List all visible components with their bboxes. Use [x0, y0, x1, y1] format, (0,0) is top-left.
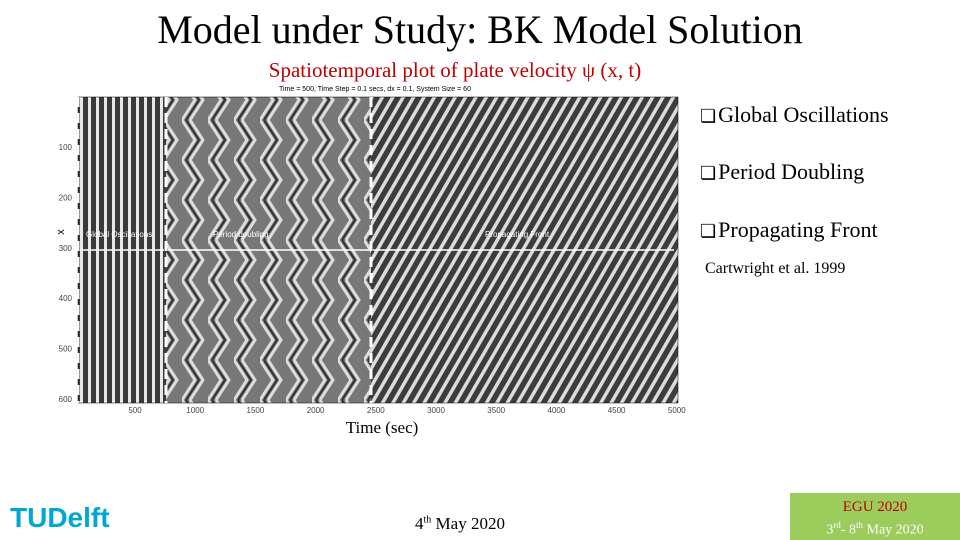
logo: TUDelft	[10, 502, 110, 533]
date-rest: May 2020	[431, 514, 505, 533]
badge-part: - 8	[840, 522, 856, 538]
subtitle: Spatiotemporal plot of plate velocity ψ …	[268, 58, 642, 82]
badge-part: May 2020	[863, 522, 924, 538]
badge-part: rd	[833, 520, 841, 530]
x-tick-label: 4500	[608, 406, 626, 415]
y-tick-label: 100	[59, 143, 73, 152]
x-tick-label: 1500	[247, 406, 265, 415]
x-label: Time (sec)	[346, 418, 419, 437]
x-tick-label: 3000	[427, 406, 445, 415]
date-suffix: th	[423, 514, 432, 526]
x-tick-label: 1000	[186, 406, 204, 415]
bullet: Global Oscillations	[700, 102, 888, 128]
x-tick-label: 4000	[548, 406, 566, 415]
plot-header: Time = 500, Time Step = 0.1 secs, dx = 0…	[279, 86, 471, 93]
y-label: x	[55, 229, 67, 235]
badge-title: EGU 2020	[842, 499, 908, 515]
y-tick-label: 200	[59, 193, 73, 202]
date: 4th May 2020	[415, 514, 505, 534]
region-label: Propagating Front	[485, 230, 550, 239]
citation: Cartwright et al. 1999	[705, 260, 846, 277]
bullet: Period Doubling	[700, 159, 864, 185]
y-tick-label: 400	[59, 294, 73, 303]
y-tick-label: 600	[59, 395, 73, 404]
region-label: Period doubling	[213, 230, 269, 239]
x-tick-label: 5000	[668, 406, 686, 415]
y-tick-label: 500	[59, 345, 73, 354]
date-day: 4	[415, 514, 424, 533]
x-tick-label: 500	[128, 406, 142, 415]
badge-part: 3	[826, 522, 834, 538]
x-tick-label: 2500	[367, 406, 385, 415]
badge-dates: 3rd- 8th May 2020	[790, 520, 960, 539]
x-tick-label: 3500	[487, 406, 505, 415]
badge-part: th	[855, 520, 863, 530]
x-tick-label: 2000	[307, 406, 325, 415]
badge: EGU 2020 3rd- 8th May 2020	[790, 493, 960, 540]
title: Model under Study: BK Model Solution	[157, 7, 803, 52]
y-tick-label: 300	[59, 244, 73, 253]
region-label: Global Oscillations	[86, 230, 152, 239]
bullet: Propagating Front	[700, 217, 878, 243]
